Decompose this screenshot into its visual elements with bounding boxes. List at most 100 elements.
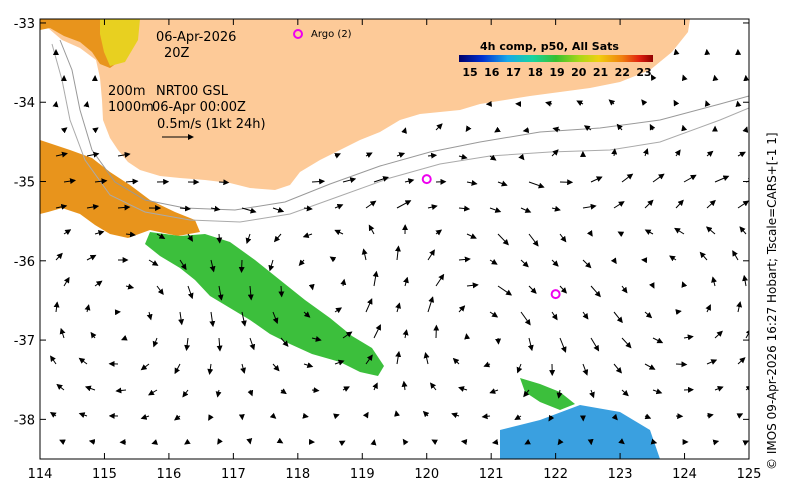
current-arrow: [621, 389, 629, 397]
current-arrow: [94, 230, 105, 236]
current-arrow: [146, 311, 153, 321]
current-arrow: [156, 233, 166, 239]
contour-label-200m: 200m: [108, 84, 145, 99]
y-tick-label: -37: [14, 334, 35, 349]
current-arrow: [121, 335, 128, 341]
current-arrow: [178, 311, 185, 326]
current-arrow: [302, 232, 313, 239]
current-arrow: [576, 100, 584, 106]
current-arrow: [559, 233, 567, 243]
current-arrow: [429, 382, 437, 391]
current-arrow: [247, 285, 254, 301]
colorbar-tick-label: 17: [506, 66, 521, 79]
current-arrow: [706, 359, 718, 365]
colorbar: [459, 55, 653, 62]
current-arrow: [373, 324, 381, 339]
current-arrow: [673, 99, 680, 107]
y-tick-label: -33: [14, 17, 35, 32]
current-arrow: [365, 152, 373, 158]
current-arrow: [427, 204, 438, 211]
current-arrow: [63, 178, 77, 185]
current-arrow: [589, 389, 595, 399]
current-arrow: [184, 438, 191, 445]
current-arrow: [683, 174, 697, 183]
current-arrow: [303, 205, 313, 212]
current-arrow: [396, 200, 412, 209]
colorbar-tick-label: 19: [549, 66, 564, 79]
current-arrow: [272, 207, 285, 213]
current-arrow: [557, 438, 564, 446]
current-arrow: [458, 256, 471, 263]
current-arrow: [60, 127, 68, 134]
current-arrow: [460, 439, 468, 445]
current-arrow: [489, 154, 497, 161]
colorbar-tick-label: 22: [615, 66, 630, 79]
current-arrow: [216, 337, 223, 352]
current-arrow: [156, 285, 164, 295]
current-arrow: [745, 328, 749, 339]
current-vectors: [49, 48, 749, 447]
current-arrow: [491, 439, 499, 445]
current-arrow: [174, 414, 181, 421]
current-arrow: [247, 389, 254, 397]
current-arrow: [148, 259, 159, 266]
current-arrow: [617, 231, 625, 238]
y-tick-label: -35: [14, 176, 35, 191]
current-arrow: [489, 311, 499, 318]
x-tick-label: 123: [608, 467, 633, 482]
sst-warm-patch: [40, 140, 200, 238]
current-arrow: [395, 302, 401, 313]
current-arrow: [394, 410, 400, 417]
current-arrow: [582, 363, 589, 376]
current-arrow: [240, 363, 246, 374]
current-arrow: [94, 280, 103, 287]
current-arrow: [583, 125, 592, 132]
current-arrow: [528, 285, 537, 294]
colorbar-tick-label: 21: [593, 66, 608, 79]
x-tick-label: 116: [156, 467, 181, 482]
x-tick-label: 117: [221, 467, 246, 482]
current-arrow: [711, 276, 717, 287]
current-arrow: [311, 387, 320, 394]
current-arrow: [187, 233, 193, 242]
current-arrow: [551, 311, 558, 321]
colorbar-tick-label: 16: [484, 66, 500, 79]
current-arrow: [621, 173, 634, 183]
current-arrow: [209, 259, 216, 273]
current-arrow: [276, 437, 284, 444]
sst-green-band: [145, 232, 384, 376]
current-arrow: [55, 151, 68, 158]
current-arrow: [49, 411, 57, 418]
current-arrow: [458, 305, 466, 313]
current-arrow: [705, 226, 716, 235]
current-arrow: [86, 151, 100, 158]
current-arrow: [641, 99, 648, 106]
current-arrow: [611, 413, 618, 421]
current-arrow: [523, 389, 530, 398]
current-arrow: [115, 387, 127, 394]
sst-green-patch: [520, 378, 575, 410]
current-arrow: [739, 226, 747, 235]
current-arrow: [458, 386, 468, 392]
time-label: 20Z: [164, 46, 190, 61]
argo-floats: [421, 174, 561, 300]
current-arrow: [613, 311, 623, 324]
current-arrow: [92, 127, 99, 134]
current-arrow: [495, 337, 502, 345]
current-arrow: [342, 331, 353, 339]
current-arrow: [272, 363, 280, 372]
current-arrow: [402, 329, 409, 339]
current-arrow: [368, 224, 375, 235]
x-tick-label: 118: [285, 467, 310, 482]
sst-cool-patch: [500, 405, 660, 459]
current-arrow: [342, 386, 350, 392]
current-arrow: [209, 311, 216, 328]
current-arrow: [334, 307, 343, 314]
current-arrow: [174, 363, 181, 375]
current-arrow: [736, 413, 744, 419]
x-tick-label: 114: [28, 467, 53, 482]
current-arrow: [520, 259, 529, 268]
colorbar-tick-label: 18: [528, 66, 543, 79]
